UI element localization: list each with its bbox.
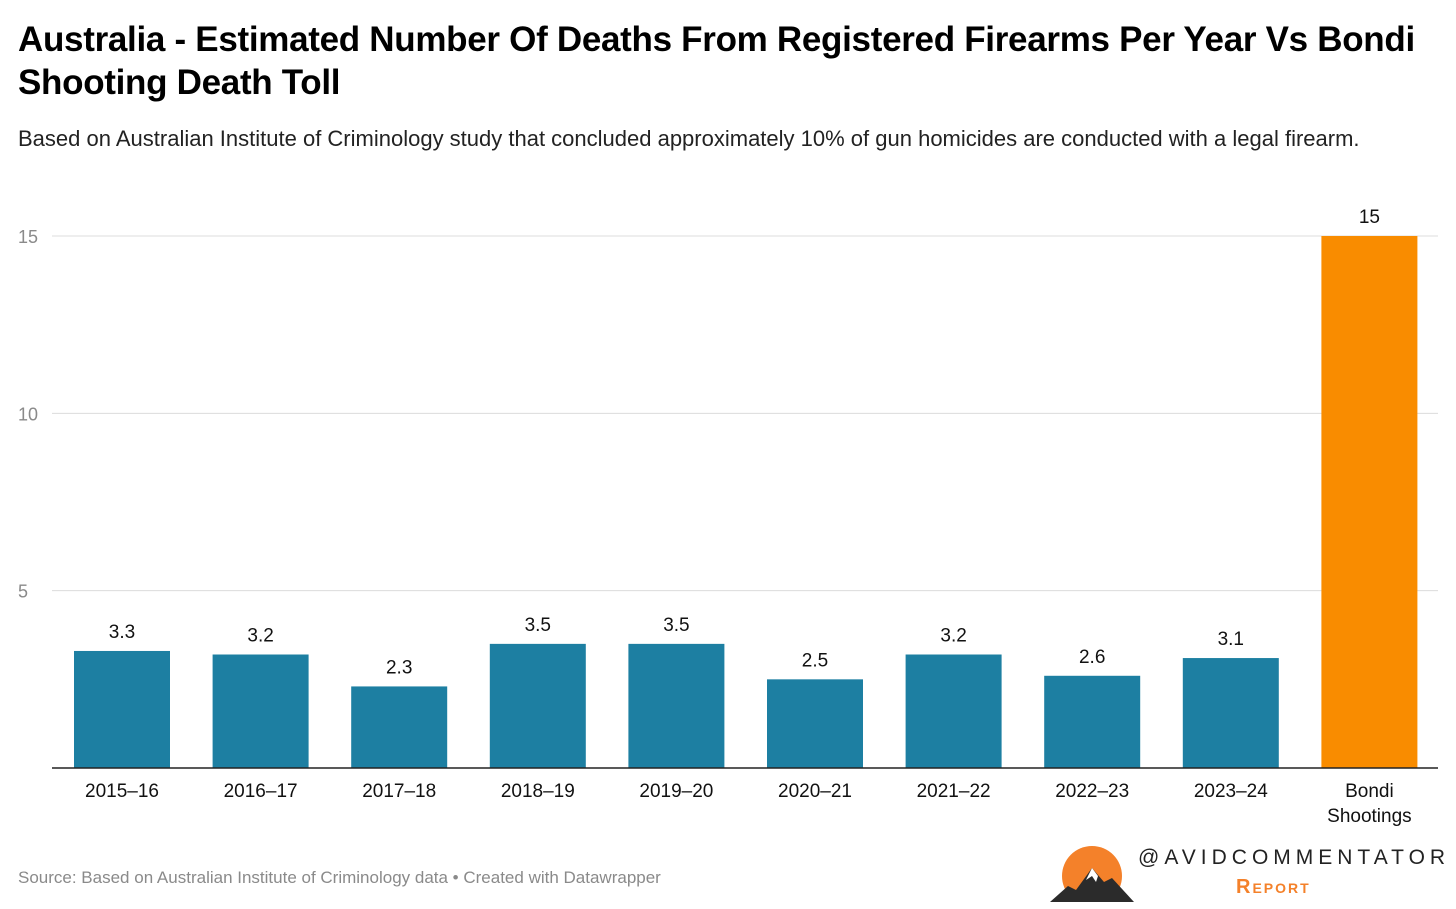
data-label: 2.5 bbox=[802, 650, 828, 671]
data-label: 3.5 bbox=[525, 615, 551, 636]
bar bbox=[74, 650, 170, 768]
y-tick-label: 5 bbox=[18, 582, 28, 602]
bar bbox=[212, 654, 309, 768]
data-label: 2.6 bbox=[1079, 647, 1105, 668]
bar bbox=[905, 654, 1002, 768]
bar bbox=[1321, 236, 1418, 768]
data-label: 3.2 bbox=[247, 626, 273, 647]
x-tick-label: Bondi bbox=[1345, 781, 1394, 802]
data-label: 3.5 bbox=[663, 615, 689, 636]
x-tick-label: 2018–19 bbox=[501, 781, 575, 802]
x-tick-label: Shootings bbox=[1327, 806, 1412, 827]
data-label: 2.3 bbox=[386, 657, 412, 678]
bar bbox=[351, 686, 448, 768]
bar bbox=[767, 679, 863, 768]
bar bbox=[628, 643, 725, 768]
logo-handle: @AVIDCOMMENTATOR bbox=[1138, 846, 1451, 869]
data-label: 3.3 bbox=[109, 622, 135, 643]
bar bbox=[1182, 658, 1279, 768]
y-tick-label: 15 bbox=[18, 227, 38, 247]
x-tick-label: 2022–23 bbox=[1055, 781, 1129, 802]
mountain-sun-icon bbox=[1046, 846, 1136, 906]
bar bbox=[1044, 675, 1141, 768]
avidcommentator-logo: @AVIDCOMMENTATOR Report bbox=[1046, 840, 1446, 906]
bar bbox=[489, 643, 586, 768]
x-tick-label: 2020–21 bbox=[778, 781, 852, 802]
x-tick-label: 2016–17 bbox=[224, 781, 298, 802]
y-tick-label: 10 bbox=[18, 404, 38, 424]
chart-subtitle: Based on Australian Institute of Crimino… bbox=[18, 126, 1360, 151]
data-label: 15 bbox=[1359, 207, 1380, 228]
x-tick-label: 2021–22 bbox=[917, 781, 991, 802]
bar-chart: 5 10 15 3.3 2015–16 3.2 2016–17 2.3 2017–18 3.5 20… bbox=[18, 207, 1438, 827]
data-label: 3.1 bbox=[1218, 629, 1244, 650]
x-tick-label: 2017–18 bbox=[362, 781, 436, 802]
logo-report: Report bbox=[1236, 876, 1311, 898]
x-tick-label: 2023–24 bbox=[1194, 781, 1268, 802]
x-tick-label: 2015–16 bbox=[85, 781, 159, 802]
data-label: 3.2 bbox=[940, 626, 966, 647]
chart-title: Australia - Estimated Number Of Deaths F… bbox=[18, 20, 1415, 102]
source-note: Source: Based on Australian Institute of… bbox=[18, 868, 661, 887]
x-tick-label: 2019–20 bbox=[639, 781, 713, 802]
